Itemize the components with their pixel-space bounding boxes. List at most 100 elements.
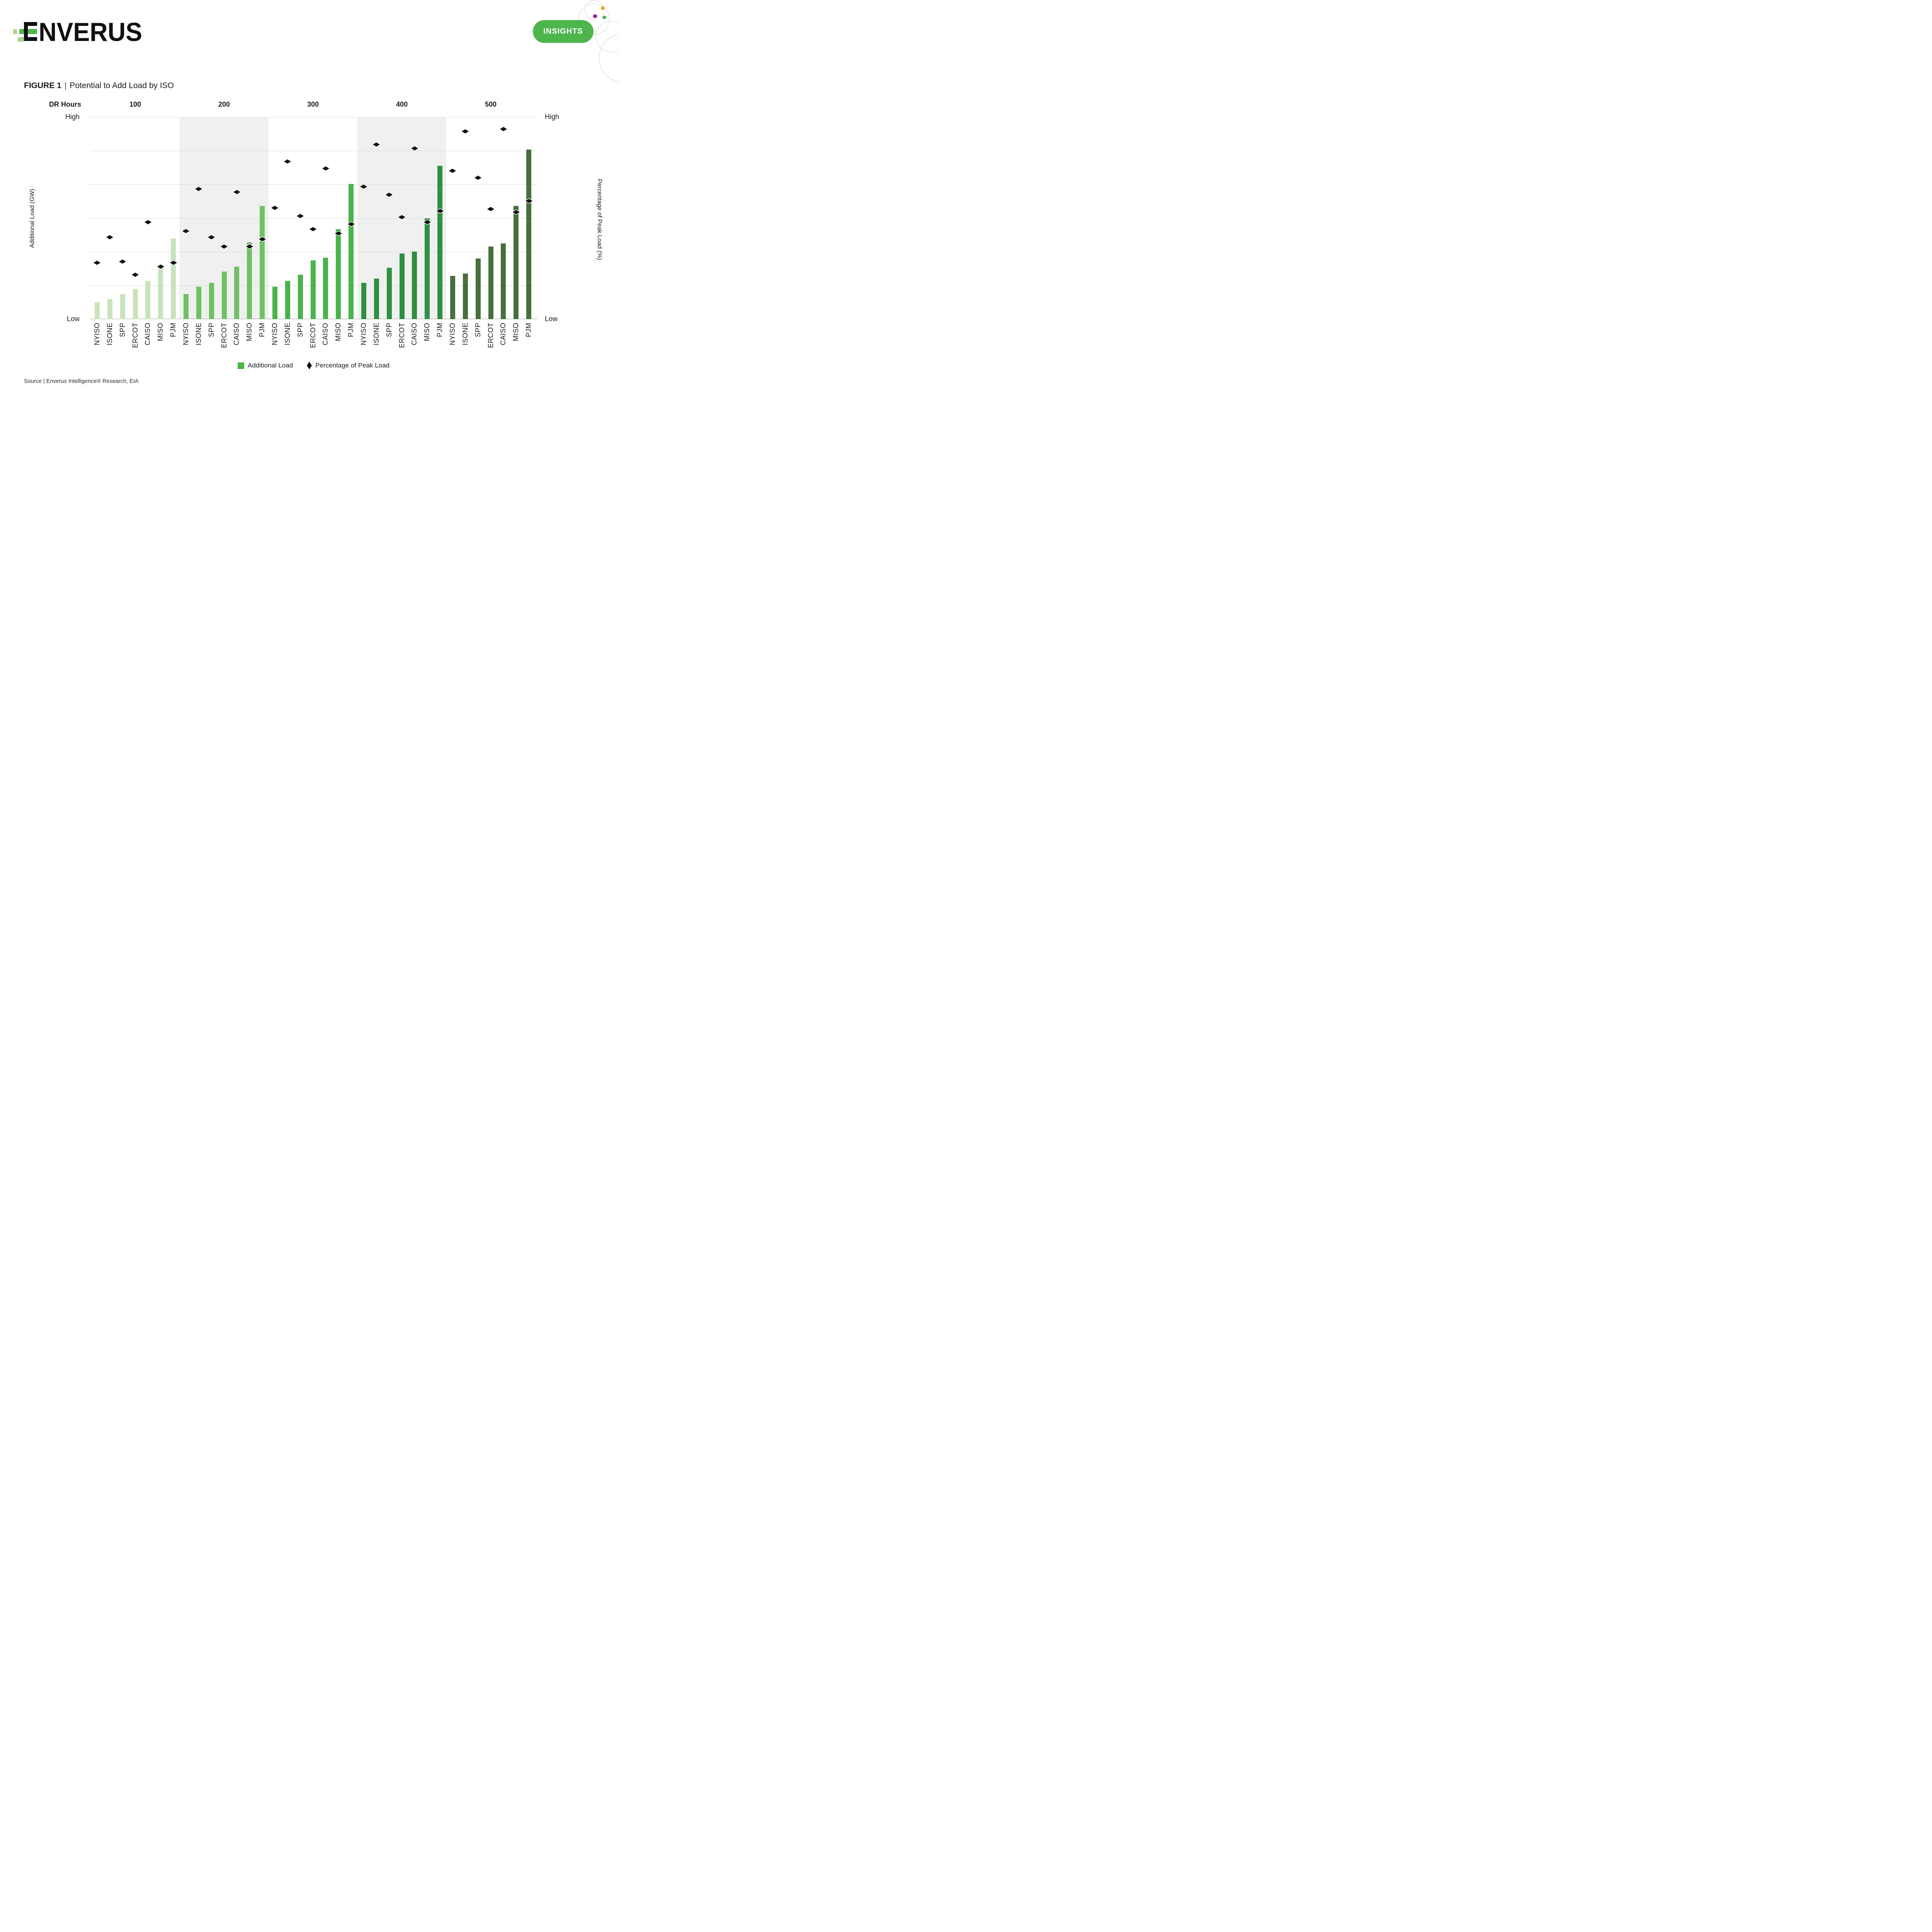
diamond-marker-300-miso bbox=[334, 230, 343, 236]
diamond-marker-100-miso bbox=[156, 264, 165, 270]
left-axis-title: Additional Load (GW) bbox=[29, 189, 36, 248]
title-separator: | bbox=[64, 81, 67, 90]
bar-400-pjm bbox=[437, 165, 443, 319]
x-tick-label-400-miso: MISO bbox=[423, 323, 431, 342]
bar-500-miso bbox=[514, 206, 519, 319]
dr-hours-group-label-400: 400 bbox=[396, 100, 408, 108]
figure-number: FIGURE 1 bbox=[24, 81, 61, 90]
enverus-logo-mark: NVERUS bbox=[13, 17, 142, 47]
legend-diamond-marker bbox=[307, 362, 312, 369]
x-tick-label-100-miso: MISO bbox=[156, 323, 165, 342]
bar-300-ercot bbox=[310, 260, 316, 319]
x-tick-label-500-nyiso: NYISO bbox=[448, 323, 456, 345]
x-tick-label-300-pjm: PJM bbox=[347, 323, 355, 337]
bar-500-spp bbox=[475, 259, 481, 319]
bar-200-spp bbox=[209, 282, 214, 319]
bar-200-miso bbox=[247, 242, 252, 319]
x-tick-label-200-spp: SPP bbox=[207, 323, 215, 337]
x-tick-label-100-isone: ISONE bbox=[105, 323, 114, 345]
bar-300-pjm bbox=[349, 184, 354, 319]
diamond-marker-500-ercot bbox=[486, 206, 495, 212]
x-tick-label-300-spp: SPP bbox=[296, 323, 304, 337]
x-tick-label-200-caiso: CAISO bbox=[233, 323, 241, 345]
x-tick-label-500-miso: MISO bbox=[512, 323, 520, 342]
diamond-marker-100-nyiso bbox=[93, 260, 102, 265]
diamond-marker-200-isone bbox=[194, 186, 203, 192]
diamond-marker-100-caiso bbox=[143, 219, 152, 225]
bar-300-isone bbox=[285, 281, 290, 319]
decorative-circle bbox=[595, 21, 618, 53]
x-tick-label-400-pjm: PJM bbox=[436, 323, 444, 337]
bar-200-caiso bbox=[234, 267, 240, 319]
enverus-logo: NVERUS bbox=[13, 17, 145, 47]
legend-label: Percentage of Peak Load bbox=[315, 362, 390, 369]
x-tick-label-100-ercot: ERCOT bbox=[131, 323, 139, 348]
source-text: Source | Enverus Intelligence® Research,… bbox=[24, 378, 139, 384]
bar-500-ercot bbox=[488, 246, 493, 319]
diamond-marker-200-caiso bbox=[232, 189, 241, 195]
diamond-marker-300-isone bbox=[283, 159, 292, 165]
diamond-marker-200-ercot bbox=[220, 243, 228, 249]
x-tick-label-300-ercot: ERCOT bbox=[309, 323, 317, 348]
diamond-marker-500-caiso bbox=[499, 126, 508, 132]
diamond-marker-100-isone bbox=[105, 235, 114, 240]
diamond-marker-500-miso bbox=[512, 209, 520, 215]
bar-100-miso bbox=[158, 264, 163, 319]
diamond-marker-500-nyiso bbox=[448, 168, 457, 173]
diamond-marker-200-spp bbox=[207, 235, 216, 240]
x-tick-label-100-nyiso: NYISO bbox=[93, 323, 101, 345]
bar-400-miso bbox=[425, 218, 430, 319]
diamond-marker-500-pjm bbox=[524, 198, 533, 204]
bar-100-ercot bbox=[133, 289, 138, 319]
bar-200-pjm bbox=[260, 206, 265, 319]
bar-400-caiso bbox=[412, 251, 417, 319]
orange-dot bbox=[601, 6, 605, 10]
x-tick-label-100-spp: SPP bbox=[118, 323, 126, 337]
bar-500-caiso bbox=[501, 243, 506, 319]
bar-300-caiso bbox=[323, 257, 328, 319]
x-tick-label-500-isone: ISONE bbox=[461, 323, 469, 345]
x-tick-label-200-ercot: ERCOT bbox=[220, 323, 228, 348]
legend-square-marker bbox=[237, 362, 244, 369]
left-axis-low-label: Low bbox=[66, 315, 80, 323]
bar-300-spp bbox=[298, 274, 303, 319]
bar-200-nyiso bbox=[183, 294, 189, 319]
logo-light-green-block-1 bbox=[13, 29, 17, 34]
figure-title: FIGURE 1 | Potential to Add Load by ISO bbox=[24, 81, 174, 90]
dr-hours-group-label-200: 200 bbox=[218, 100, 230, 108]
legend-item-additional-load: Additional Load bbox=[237, 362, 293, 369]
x-tick-label-200-nyiso: NYISO bbox=[182, 323, 190, 345]
diamond-marker-400-miso bbox=[423, 219, 432, 225]
diamond-marker-400-isone bbox=[372, 141, 381, 147]
diamond-marker-200-nyiso bbox=[182, 228, 190, 234]
bar-100-pjm bbox=[171, 238, 176, 319]
green-dot bbox=[602, 15, 606, 19]
diamond-marker-200-pjm bbox=[258, 236, 267, 242]
legend: Additional Load Percentage of Peak Load bbox=[90, 362, 537, 369]
diamond-marker-500-isone bbox=[461, 128, 470, 134]
diamond-marker-200-miso bbox=[245, 243, 254, 249]
bar-100-nyiso bbox=[94, 302, 100, 319]
diamond-marker-500-spp bbox=[474, 175, 483, 180]
right-axis-title: Percentage of Peak Load (%) bbox=[596, 179, 603, 260]
diamond-marker-100-spp bbox=[118, 259, 127, 264]
x-tick-label-200-pjm: PJM bbox=[258, 323, 266, 337]
x-tick-label-300-isone: ISONE bbox=[283, 323, 291, 345]
insights-button[interactable]: INSIGHTS bbox=[533, 20, 594, 43]
gridline bbox=[90, 218, 537, 219]
legend-item-percentage-peak-load: Percentage of Peak Load bbox=[307, 362, 389, 369]
purple-dot bbox=[593, 14, 597, 18]
bar-100-caiso bbox=[145, 281, 151, 319]
bar-400-ercot bbox=[399, 253, 405, 319]
decorative-circles bbox=[578, 0, 618, 82]
bar-500-pjm bbox=[526, 149, 532, 319]
x-tick-label-100-caiso: CAISO bbox=[144, 323, 152, 345]
right-axis-low-label: Low bbox=[545, 315, 558, 323]
x-tick-label-300-caiso: CAISO bbox=[321, 323, 330, 345]
x-tick-label-400-ercot: ERCOT bbox=[398, 323, 406, 348]
bar-200-isone bbox=[196, 287, 201, 319]
bar-500-nyiso bbox=[450, 276, 455, 319]
diamond-marker-100-ercot bbox=[131, 272, 139, 277]
x-tick-label-200-miso: MISO bbox=[245, 323, 253, 342]
x-tick-label-200-isone: ISONE bbox=[194, 323, 202, 345]
